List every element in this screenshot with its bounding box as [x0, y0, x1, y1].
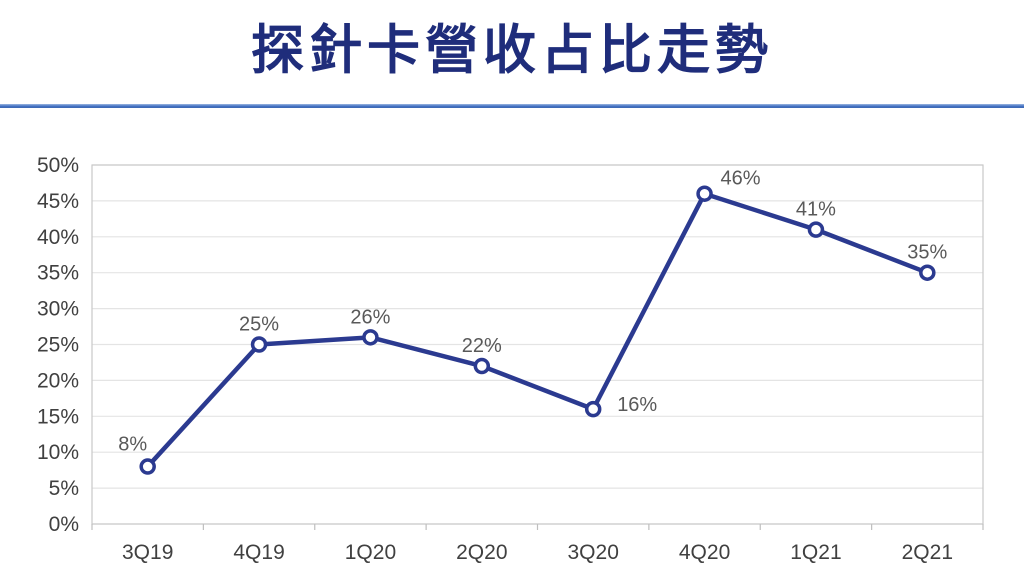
data-point-label: 22% [462, 335, 502, 357]
x-axis-label: 2Q20 [456, 541, 507, 564]
line-chart: 0% 5% 10% 15% 20% 25% 30% 35% 40% 45% 50% 3Q19 4Q19 1… [37, 154, 984, 564]
x-axis-label: 1Q20 [345, 541, 396, 564]
y-axis-label: 35% [37, 262, 79, 285]
data-point-label: 35% [907, 242, 947, 264]
data-point-marker [919, 264, 936, 281]
x-axis-label: 1Q21 [790, 541, 841, 564]
y-axis-label: 20% [37, 369, 79, 392]
data-point-label: 8% [118, 434, 147, 456]
y-axis-label: 50% [37, 154, 79, 177]
trend-line [145, 191, 930, 469]
title-divider [0, 104, 1024, 108]
data-point-label: 41% [796, 199, 836, 221]
data-point-label: 46% [721, 168, 761, 190]
data-point-marker [250, 336, 268, 353]
data-point-label: 25% [239, 314, 279, 336]
y-axis-label: 5% [49, 477, 79, 500]
y-axis-label: 15% [37, 405, 79, 428]
y-axis-label: 30% [37, 298, 79, 321]
data-point-marker [584, 400, 602, 418]
data-point-label: 26% [350, 306, 390, 328]
data-point-marker [139, 458, 156, 475]
x-axis-label: 3Q19 [122, 541, 173, 564]
data-point-label: 16% [617, 394, 657, 416]
data-point-marker [362, 329, 379, 346]
y-axis-label: 45% [37, 190, 79, 213]
x-axis-label: 2Q21 [902, 541, 953, 564]
data-point-marker [696, 185, 713, 202]
x-axis-label: 4Q19 [233, 541, 284, 564]
y-axis-label: 40% [37, 226, 79, 249]
y-axis-label: 0% [49, 513, 79, 536]
data-point-marker [807, 221, 825, 238]
y-axis-label: 25% [37, 334, 79, 357]
data-point-marker [473, 357, 491, 375]
x-axis-label: 4Q20 [679, 541, 730, 564]
y-axis-label: 10% [37, 441, 79, 464]
x-axis-label: 3Q20 [568, 541, 619, 564]
page-title: 探針卡營收占比走勢 [251, 21, 773, 80]
